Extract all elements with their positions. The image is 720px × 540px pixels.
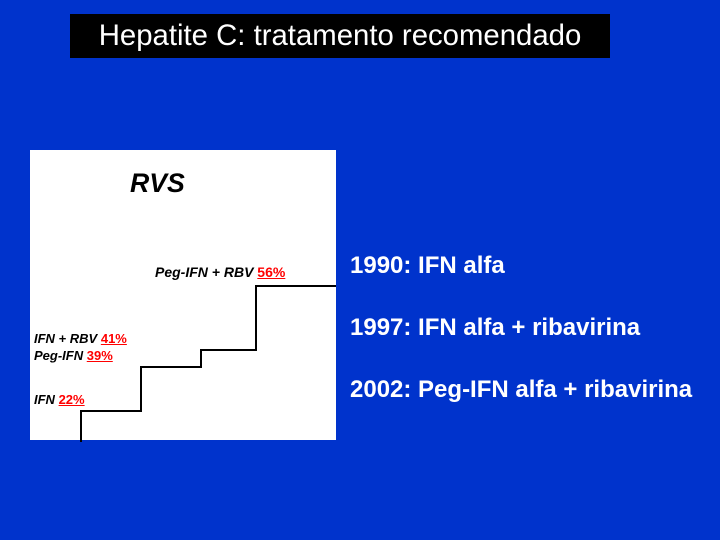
- step-label-ifnrbv: IFN + RBV 41%: [34, 331, 127, 346]
- step-label-pegrbv: Peg-IFN + RBV 56%: [155, 264, 285, 280]
- slide-title: Hepatite C: tratamento recomendado: [99, 19, 582, 53]
- step-name: Peg-IFN: [34, 348, 83, 363]
- step-name: IFN: [34, 392, 55, 407]
- step-value: 39%: [87, 348, 113, 363]
- step-name: IFN + RBV: [34, 331, 97, 346]
- rvs-axis-label: RVS: [130, 168, 185, 199]
- timeline-item-1990: 1990: IFN alfa: [350, 246, 692, 286]
- step-value: 22%: [59, 392, 85, 407]
- step-label-pegifn: Peg-IFN 39%: [34, 348, 113, 363]
- step-label-ifn: IFN 22%: [34, 392, 85, 407]
- title-bar: Hepatite C: tratamento recomendado: [70, 14, 610, 58]
- step-value: 56%: [257, 264, 285, 280]
- timeline-item-1997: 1997: IFN alfa + ribavirina: [350, 308, 692, 348]
- timeline-list: 1990: IFN alfa 1997: IFN alfa + ribaviri…: [350, 246, 692, 410]
- timeline-item-2002: 2002: Peg-IFN alfa + ribavirina: [350, 370, 692, 410]
- slide: Hepatite C: tratamento recomendado RVS I…: [0, 0, 720, 540]
- step-name: Peg-IFN + RBV: [155, 264, 253, 280]
- step-value: 41%: [101, 331, 127, 346]
